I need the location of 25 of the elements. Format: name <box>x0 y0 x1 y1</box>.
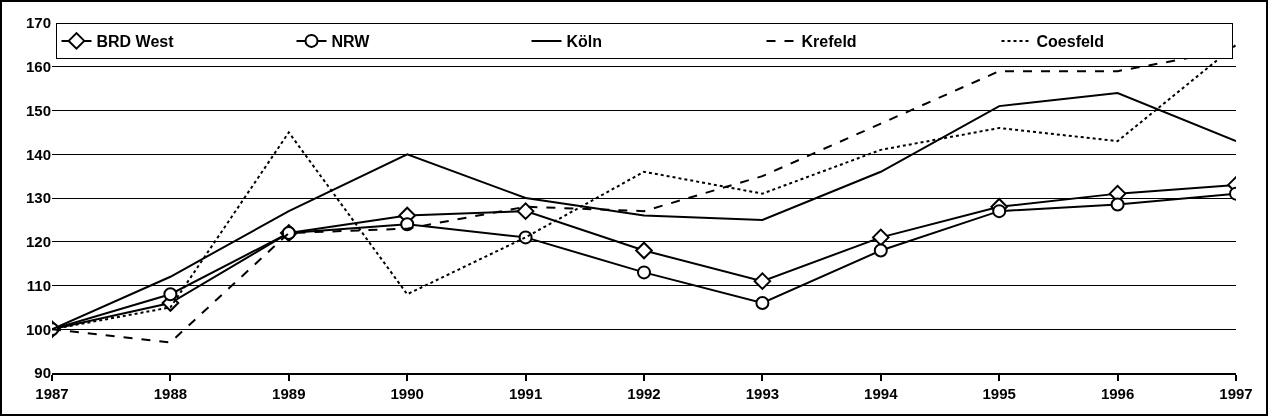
y-tick-label: 90 <box>34 364 51 382</box>
y-tick-label: 100 <box>25 320 51 338</box>
x-tick-label: 1988 <box>153 385 188 402</box>
x-tick-label: 1995 <box>982 385 1016 402</box>
x-tick-label: 1992 <box>627 385 661 402</box>
y-tick-label: 130 <box>25 189 51 207</box>
x-tick-label: 1991 <box>508 385 543 402</box>
x-tick-label: 1989 <box>272 385 306 402</box>
x-tick-label: 1994 <box>864 385 899 402</box>
x-tick-label: 1987 <box>35 385 69 402</box>
x-tick-label: 1990 <box>390 385 424 402</box>
y-tick-label: 160 <box>25 58 51 75</box>
y-tick-label: 110 <box>26 276 51 294</box>
x-tick-label: 1996 <box>1100 385 1135 402</box>
y-tick-label: 120 <box>25 233 51 250</box>
legend-label: Krefeld <box>801 33 857 51</box>
legend-label: Coesfeld <box>1036 33 1105 51</box>
y-tick-label: 150 <box>25 101 51 119</box>
legend-label: NRW <box>331 33 371 51</box>
y-tick-label: 140 <box>25 145 51 163</box>
x-tick-label: 1997 <box>1219 385 1253 402</box>
legend-label: Köln <box>566 33 603 51</box>
y-tick-label: 170 <box>25 14 51 32</box>
legend-label: BRD West <box>96 33 175 51</box>
x-tick-label: 1993 <box>745 385 780 402</box>
